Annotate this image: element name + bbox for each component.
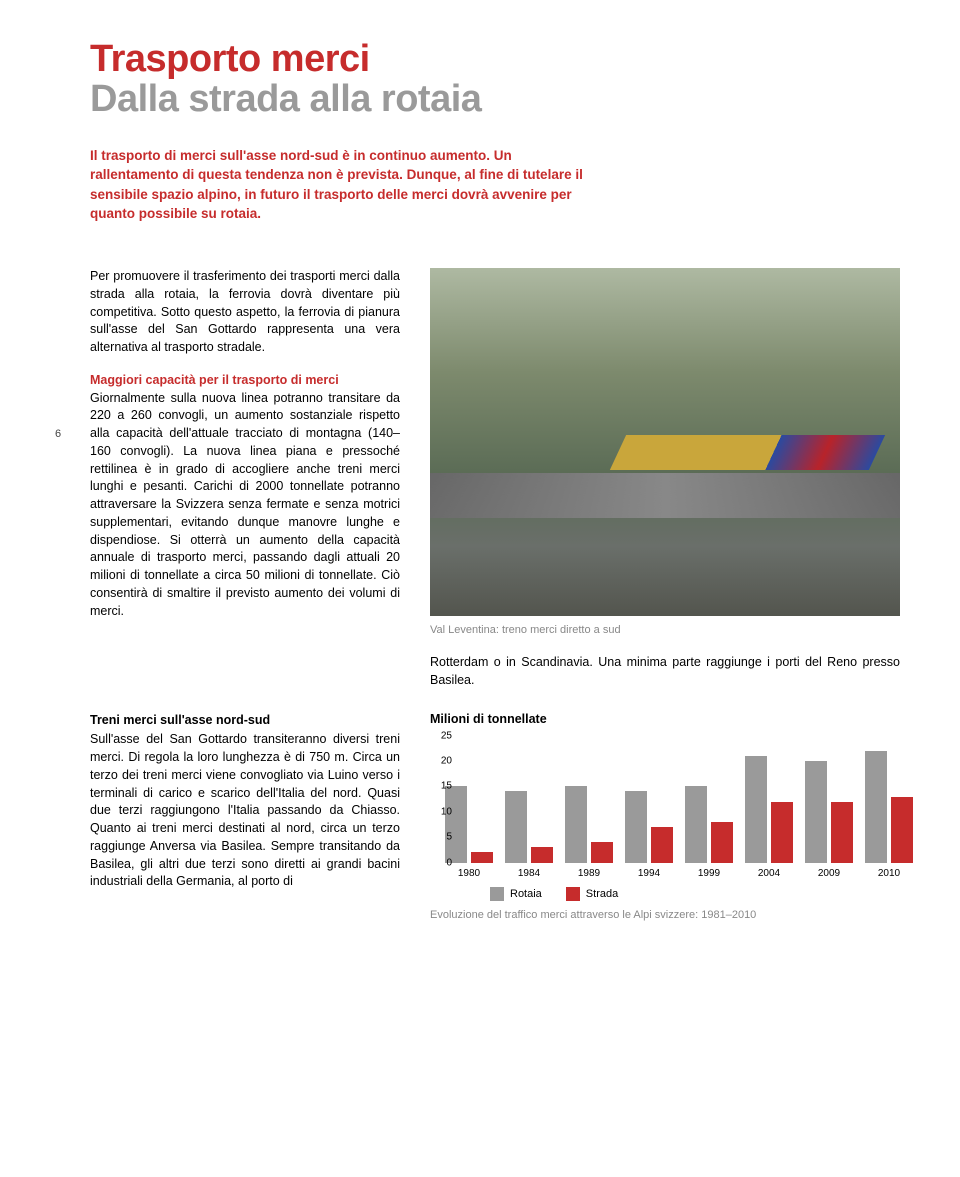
bar: [625, 791, 647, 862]
bar: [745, 756, 767, 863]
bar: [771, 802, 793, 863]
title-line2: Dalla strada alla rotaia: [90, 80, 900, 120]
legend-label-rotaia: Rotaia: [510, 887, 542, 899]
chart-title: Milioni di tonnellate: [430, 712, 900, 726]
legend-swatch-strada: [566, 887, 580, 901]
bar: [445, 786, 467, 862]
paragraph-1: Per promuovere il trasferimento dei tras…: [90, 268, 400, 357]
right-body-text: Rotterdam o in Scandinavia. Una minima p…: [430, 654, 900, 690]
chart-caption: Evoluzione del traffico merci attraverso…: [430, 909, 900, 921]
main-columns: Per promuovere il trasferimento dei tras…: [90, 268, 900, 690]
subhead-1: Maggiori capacità per il trasporto di me…: [90, 372, 400, 390]
left-column: Per promuovere il trasferimento dei tras…: [90, 268, 400, 690]
right-column: Val Leventina: treno merci diretto a sud…: [430, 268, 900, 690]
bar: [565, 786, 587, 862]
y-tick-label: 15: [430, 781, 452, 792]
y-tick-label: 10: [430, 806, 452, 817]
image-caption: Val Leventina: treno merci diretto a sud: [430, 624, 900, 636]
bar: [831, 802, 853, 863]
lower-left-column: Treni merci sull'asse nord-sud Sull'asse…: [90, 712, 400, 921]
x-tick-label: 1999: [698, 868, 720, 879]
bar-group: [685, 786, 733, 862]
bar-group: [505, 791, 553, 862]
x-tick-label: 1984: [518, 868, 540, 879]
lower-columns: Treni merci sull'asse nord-sud Sull'asse…: [90, 712, 900, 921]
legend-label-strada: Strada: [586, 887, 618, 899]
bar: [685, 786, 707, 862]
bar-group: [805, 761, 853, 863]
y-tick-label: 25: [430, 730, 452, 741]
x-tick-label: 2009: [818, 868, 840, 879]
paragraph-3: Sull'asse del San Gottardo transiteranno…: [90, 731, 400, 891]
paragraph-2: Giornalmente sulla nuova linea potranno …: [90, 390, 400, 621]
bar: [505, 791, 527, 862]
bar: [711, 822, 733, 863]
title-line1: Trasporto merci: [90, 40, 900, 80]
legend-item-strada: Strada: [566, 887, 618, 901]
bar-group: [745, 756, 793, 863]
title-block: Trasporto merci Dalla strada alla rotaia: [90, 40, 900, 120]
intro-paragraph: Il trasporto di merci sull'asse nord-sud…: [90, 146, 590, 224]
bar: [531, 847, 553, 862]
bar-group: [445, 786, 493, 862]
y-tick-label: 20: [430, 755, 452, 766]
chart-legend: Rotaia Strada: [490, 887, 618, 901]
legend-swatch-rotaia: [490, 887, 504, 901]
bar: [651, 827, 673, 863]
bar-group: [865, 751, 913, 863]
y-tick-label: 5: [430, 832, 452, 843]
bar: [865, 751, 887, 863]
x-tick-label: 2004: [758, 868, 780, 879]
bar-group: [565, 786, 613, 862]
page-number: 6: [55, 428, 61, 440]
x-tick-label: 2010: [878, 868, 900, 879]
x-tick-label: 1989: [578, 868, 600, 879]
lower-right-column: Milioni di tonnellate 0 5 10 15 20 25 1980 198…: [430, 712, 900, 921]
section-head-2: Treni merci sull'asse nord-sud: [90, 712, 400, 730]
bar: [805, 761, 827, 863]
x-tick-label: 1980: [458, 868, 480, 879]
x-tick-label: 1994: [638, 868, 660, 879]
hero-image: [430, 268, 900, 616]
y-tick-label: 0: [430, 857, 452, 868]
legend-item-rotaia: Rotaia: [490, 887, 542, 901]
bar-group: [625, 791, 673, 862]
bar: [591, 842, 613, 862]
bar-chart: 0510152025 19801984198919941999200420092…: [430, 736, 900, 901]
bar: [891, 797, 913, 863]
bar: [471, 852, 493, 862]
chart-plot-area: [458, 736, 900, 863]
